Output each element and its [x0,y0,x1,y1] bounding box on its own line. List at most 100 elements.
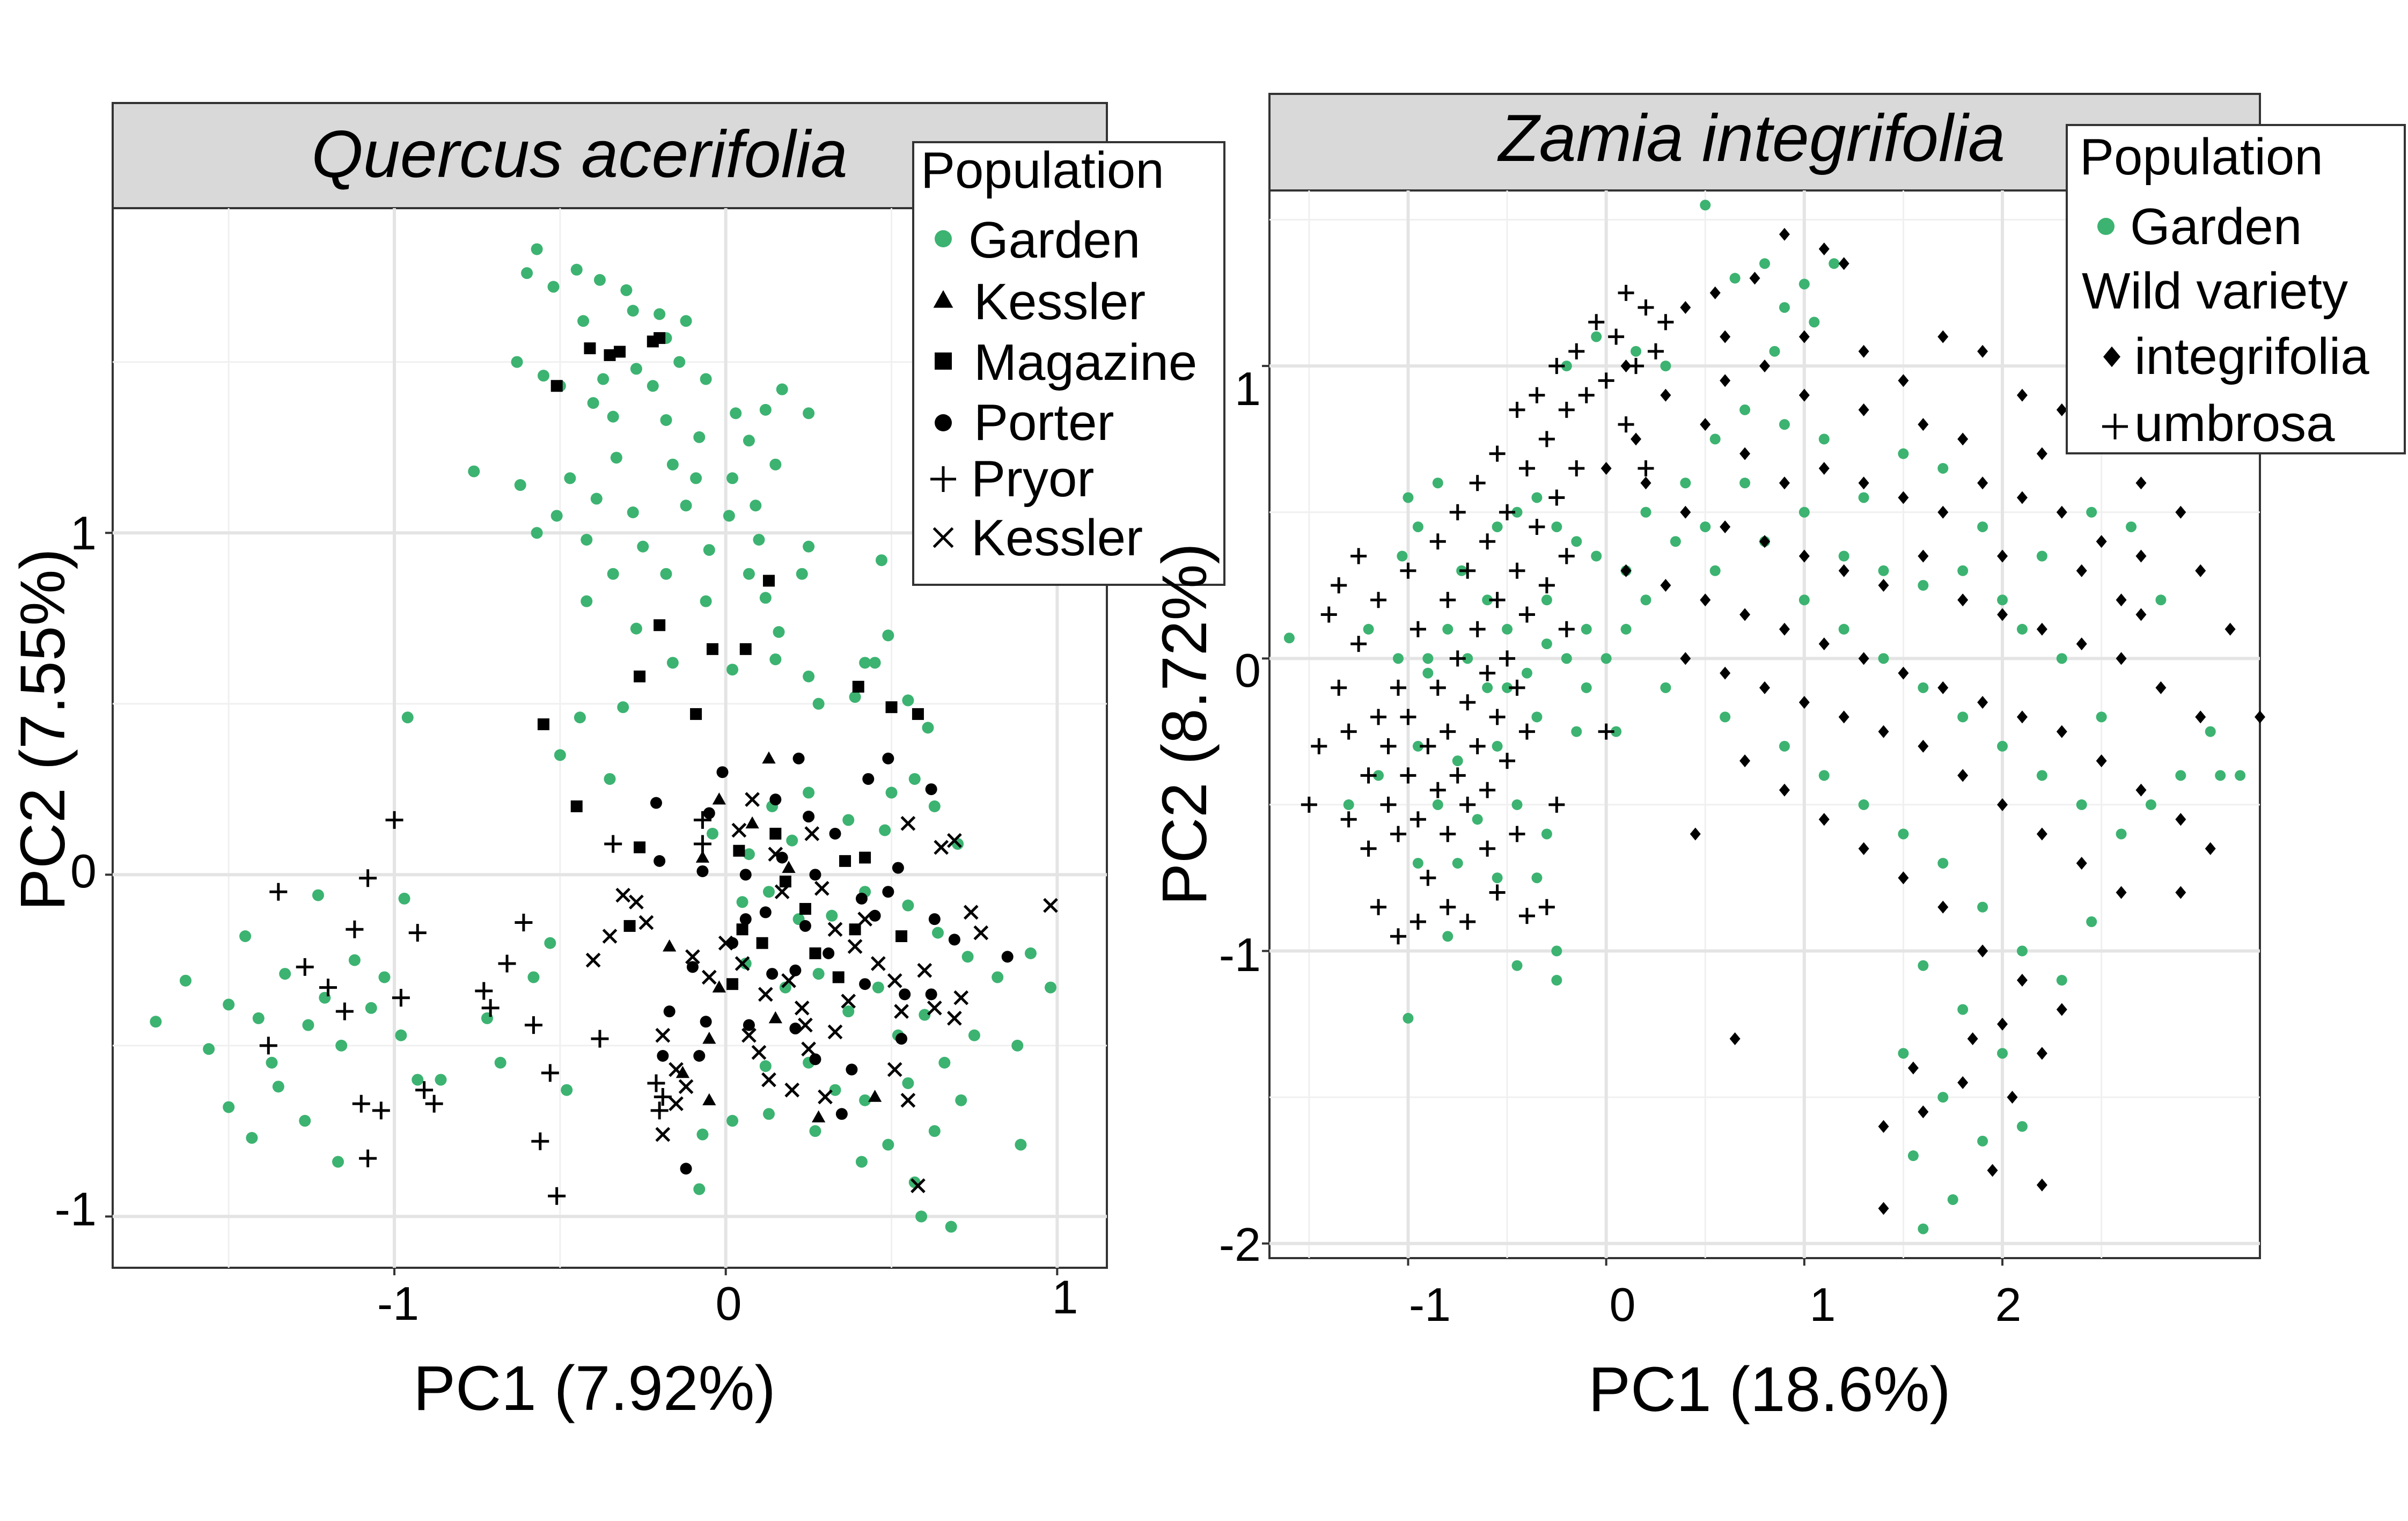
data-point [1977,1135,1988,1147]
data-point [1479,665,1496,681]
data-point [743,848,755,861]
series-magazine-square [537,332,924,990]
data-point [1858,403,1869,416]
data-point [945,1221,957,1233]
data-point [743,1019,755,1031]
data-point [862,773,875,785]
data-point [695,850,710,863]
data-point [1492,872,1503,884]
data-point [1360,767,1377,784]
data-point [1957,1076,1969,1089]
data-point [1370,709,1387,725]
data-point [1422,653,1434,664]
data-point [1588,314,1605,330]
data-point [425,1094,443,1113]
data-point [587,397,599,409]
data-point [680,315,692,327]
data-point [1502,623,1513,635]
data-point [1400,767,1416,784]
data-point [762,1108,775,1120]
data-point [1690,827,1701,841]
x-tick-label: 1 [1810,1278,1836,1331]
data-point [1452,755,1463,767]
data-point [1818,770,1830,781]
data-point [1918,1105,1929,1119]
data-point [1947,1194,1958,1205]
legend-box [2066,124,2406,454]
data-point [839,855,851,867]
data-point [627,506,639,519]
data-point [1957,1004,1969,1015]
data-point [1858,842,1869,855]
data-point [1858,652,1869,665]
data-point [1739,447,1751,460]
data-point [726,978,739,990]
data-point [968,1029,980,1041]
data-point [1462,653,1473,664]
data-point [2215,770,2226,781]
data-point [2016,710,2028,724]
data-point [801,1041,816,1057]
data-point [1898,374,1909,387]
data-point [1657,314,1674,330]
data-point [1380,796,1397,813]
data-point [953,990,969,1005]
data-point [1759,258,1770,269]
data-point [900,815,916,831]
data-point [1571,536,1582,547]
data-point [1390,679,1406,696]
data-point [272,1081,284,1093]
data-point [1482,682,1493,693]
data-point [730,407,742,420]
data-point [868,1090,882,1102]
data-point [882,752,894,765]
data-point [521,267,533,280]
data-point [1898,871,1909,885]
data-point [607,410,619,423]
data-point [2016,623,2028,635]
data-point [859,851,871,864]
data-point [759,592,772,604]
data-point [398,892,410,905]
data-point [762,575,775,587]
data-point [829,827,841,840]
data-point [1779,302,1790,313]
data-point [712,792,726,805]
data-point [259,1037,277,1055]
data-point [1459,562,1476,579]
data-point [829,1084,841,1096]
data-point [1957,432,1969,446]
data-point [751,1045,767,1060]
data-point [1818,461,1830,475]
data-point [1449,504,1466,520]
data-point [629,894,644,910]
data-point [514,479,526,491]
panel-zamia-x-axis-title: PC1 (18.6%) [1588,1354,1951,1425]
panel-zamia-y-axis-title: PC2 (8.72%) [1149,543,1220,906]
data-point [1640,506,1651,518]
data-point [2135,549,2147,563]
data-point [1472,814,1483,825]
data-point [809,1053,821,1066]
data-point [1798,330,1810,343]
data-point [638,915,654,930]
data-point [762,751,776,764]
data-point [1350,636,1367,652]
data-point [1479,533,1496,550]
data-point [1531,492,1543,503]
data-point [2175,770,2186,781]
data-point [849,923,861,936]
data-point [319,979,337,997]
data-point [690,708,702,720]
data-point [597,373,610,385]
data-point [1518,606,1535,623]
data-point [911,1178,926,1193]
legend-label-garden: Garden [2130,198,2302,255]
data-point [716,766,729,778]
data-point [1529,518,1545,535]
data-point [669,1062,684,1077]
data-point [1320,606,1337,623]
data-point [1440,723,1456,740]
data-point [657,1050,669,1062]
data-point [615,887,631,903]
